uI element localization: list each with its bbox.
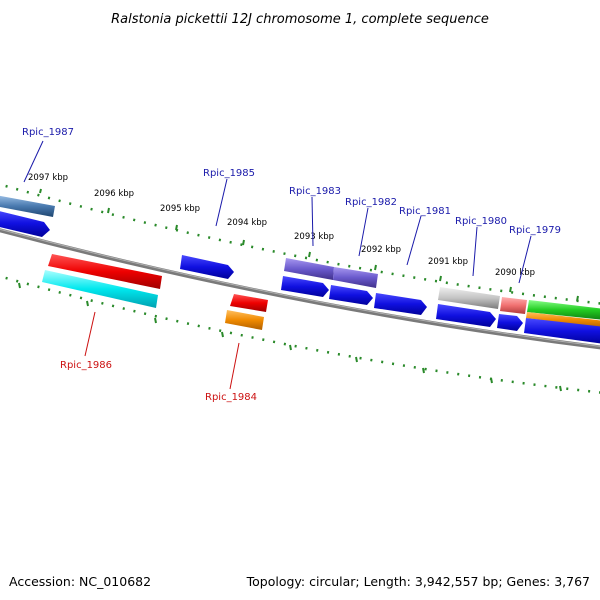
gene-label-rpic-1986[interactable]: Rpic_1986 — [60, 360, 112, 371]
gene-label-rpic-1981[interactable]: Rpic_1981 — [399, 206, 451, 217]
kbp-label: 2096 kbp — [94, 189, 134, 199]
kbp-label: 2094 kbp — [227, 218, 267, 228]
gene-arrow-rpic-1987[interactable] — [0, 210, 50, 237]
kbp-label: 2095 kbp — [160, 204, 200, 214]
kbp-labels: 2097 kbp 2096 kbp 2095 kbp 2094 kbp 2093… — [28, 173, 535, 278]
chromosome-backbone — [0, 228, 600, 350]
gene-arrow-rpic-1983[interactable] — [281, 276, 329, 297]
kbp-label: 2093 kbp — [294, 232, 334, 242]
gene-bar-gray[interactable] — [438, 287, 500, 309]
gene-bar-salmon[interactable] — [500, 297, 527, 314]
topology-text: Topology: circular; Length: 3,942,557 bp… — [246, 574, 590, 589]
accession-text: Accession: NC_010682 — [9, 574, 151, 589]
gene-bar-red-small[interactable] — [230, 294, 268, 312]
gene-arrow-rpic-1979[interactable] — [524, 318, 600, 344]
gene-arrow-rpic-1980[interactable] — [436, 304, 496, 327]
upper-tick-track — [0, 183, 600, 305]
gene-bar-steel[interactable] — [0, 195, 55, 217]
map-title: Ralstonia pickettii 12J chromosome 1, co… — [111, 12, 489, 27]
kbp-label: 2097 kbp — [28, 173, 68, 183]
gene-bar-red[interactable] — [48, 254, 162, 289]
upper-feature-bars — [0, 195, 600, 330]
gene-bar-orange[interactable] — [225, 310, 264, 330]
kbp-label: 2091 kbp — [428, 257, 468, 267]
gene-bar-orange-right[interactable] — [526, 312, 600, 328]
gene-label-rpic-1980[interactable]: Rpic_1980 — [455, 216, 507, 227]
gene-arrow-rpic-1985[interactable] — [180, 255, 234, 279]
gene-arrow-rpic-1982[interactable] — [329, 285, 373, 305]
blue-leader-lines — [23, 140, 532, 284]
gene-label-rpic-1979[interactable]: Rpic_1979 — [509, 225, 561, 236]
gene-bar-green[interactable] — [527, 300, 600, 320]
gene-arrows — [0, 210, 600, 344]
gene-label-rpic-1982[interactable]: Rpic_1982 — [345, 197, 397, 208]
gene-label-rpic-1983[interactable]: Rpic_1983 — [289, 186, 341, 197]
gene-bar-purple-1[interactable] — [284, 258, 334, 280]
gene-bar-cyan[interactable] — [42, 270, 158, 308]
lower-tick-track — [0, 275, 600, 394]
gene-labels: Rpic_1987 Rpic_1985 Rpic_1983 Rpic_1982 … — [22, 127, 561, 403]
gene-label-rpic-1987[interactable]: Rpic_1987 — [22, 127, 74, 138]
gene-label-rpic-1984[interactable]: Rpic_1984 — [205, 392, 257, 403]
gene-arrow-rpic-1980b[interactable] — [497, 314, 523, 331]
kbp-label: 2092 kbp — [361, 245, 401, 255]
kbp-label: 2090 kbp — [495, 268, 535, 278]
gene-label-rpic-1985[interactable]: Rpic_1985 — [203, 168, 255, 179]
gene-arrow-rpic-1981[interactable] — [374, 293, 427, 315]
red-leader-lines — [84, 311, 240, 390]
gene-bar-purple-2[interactable] — [333, 267, 378, 288]
